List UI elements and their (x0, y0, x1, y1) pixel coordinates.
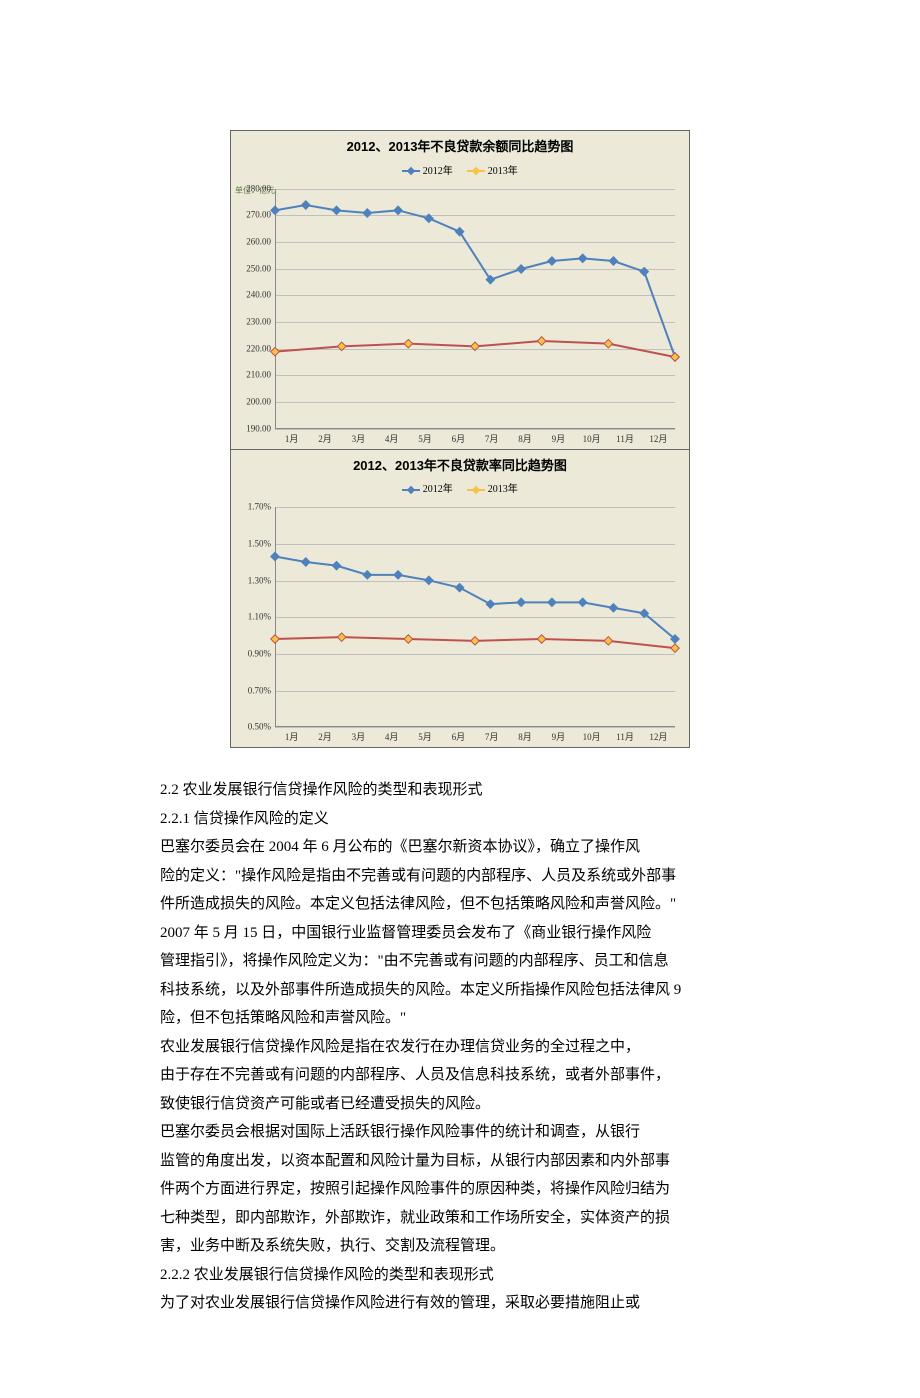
chart2-legend: 2012年 2013年 (231, 480, 689, 503)
legend-label-2013: 2013年 (488, 166, 518, 177)
para: 害，业务中断及系统失败，执行、交割及流程管理。 (160, 1232, 760, 1261)
legend-2013: 2013年 (467, 162, 518, 181)
para: 件所造成损失的风险。本定义包括法律风险，但不包括策略风险和声誉风险。" (160, 890, 760, 919)
x-tick-label: 5月 (418, 727, 432, 746)
x-tick-label: 2月 (318, 727, 332, 746)
heading-2-2-1: 2.2.1 信贷操作风险的定义 (160, 805, 760, 834)
para: 管理指引》，将操作风险定义为："由不完善或有问题的内部程序、员工和信息 (160, 947, 760, 976)
x-tick-label: 8月 (518, 429, 532, 448)
para: 为了对农业发展银行信贷操作风险进行有效的管理，采取必要措施阻止或 (160, 1289, 760, 1318)
x-tick-label: 7月 (485, 727, 499, 746)
legend-marker-2013 (467, 170, 485, 172)
chart-container: 2012、2013年不良贷款余额同比趋势图 2012年 2013年 单位：亿元 … (230, 130, 690, 748)
legend-marker-2012 (402, 170, 420, 172)
x-tick-label: 4月 (385, 727, 399, 746)
chart1-legend: 2012年 2013年 (231, 162, 689, 185)
x-tick-label: 3月 (352, 727, 366, 746)
y-tick-label: 1.50% (248, 535, 275, 552)
x-tick-label: 1月 (285, 429, 299, 448)
para: 监管的角度出发，以资本配置和风险计量为目标，从银行内部因素和内外部事 (160, 1147, 760, 1176)
x-tick-label: 7月 (485, 429, 499, 448)
legend-2012: 2012年 (402, 162, 453, 181)
x-tick-label: 4月 (385, 429, 399, 448)
x-tick-label: 3月 (352, 429, 366, 448)
y-tick-label: 220.00 (246, 340, 275, 357)
y-tick-label: 0.90% (248, 645, 275, 662)
x-tick-label: 10月 (583, 727, 601, 746)
para: 农业发展银行信贷操作风险是指在农发行在办理信贷业务的全过程之中， (160, 1033, 760, 1062)
x-tick-label: 8月 (518, 727, 532, 746)
document-page: 2012、2013年不良贷款余额同比趋势图 2012年 2013年 单位：亿元 … (0, 0, 920, 1398)
legend2-marker-2013 (467, 489, 485, 491)
legend-label-2012: 2012年 (423, 166, 453, 177)
chart2-title: 2012、2013年不良贷款率同比趋势图 (231, 450, 689, 481)
chart-npl-balance: 2012、2013年不良贷款余额同比趋势图 2012年 2013年 单位：亿元 … (231, 131, 689, 449)
y-tick-label: 250.00 (246, 260, 275, 277)
y-tick-label: 230.00 (246, 313, 275, 330)
para: 2007 年 5 月 15 日，中国银行业监督管理委员会发布了《商业银行操作风险 (160, 919, 760, 948)
chart-npl-rate: 2012、2013年不良贷款率同比趋势图 2012年 2013年 0.50%0.… (231, 449, 689, 748)
body-text: 2.2 农业发展银行信贷操作风险的类型和表现形式 2.2.1 信贷操作风险的定义… (160, 776, 760, 1318)
para: 险的定义："操作风险是指由不完善或有问题的内部程序、人员及系统或外部事 (160, 862, 760, 891)
y-tick-label: 1.30% (248, 572, 275, 589)
chart1-title: 2012、2013年不良贷款余额同比趋势图 (231, 131, 689, 162)
para: 七种类型，即内部欺诈，外部欺诈，就业政策和工作场所安全，实体资产的损 (160, 1204, 760, 1233)
para: 巴塞尔委员会在 2004 年 6 月公布的《巴塞尔新资本协议》，确立了操作风 (160, 833, 760, 862)
para: 巴塞尔委员会根据对国际上活跃银行操作风险事件的统计和调查，从银行 (160, 1118, 760, 1147)
y-tick-label: 190.00 (246, 420, 275, 437)
y-tick-label: 270.00 (246, 207, 275, 224)
para: 致使银行信贷资产可能或者已经遭受损失的风险。 (160, 1090, 760, 1119)
x-tick-label: 9月 (552, 429, 566, 448)
legend2-2012: 2012年 (402, 480, 453, 499)
para: 科技系统，以及外部事件所造成损失的风险。本定义所指操作风险包括法律风 9 (160, 976, 760, 1005)
x-tick-label: 11月 (616, 429, 634, 448)
x-tick-label: 9月 (552, 727, 566, 746)
y-tick-label: 280.00 (246, 180, 275, 197)
y-tick-label: 0.50% (248, 719, 275, 736)
para: 险，但不包括策略风险和声誉风险。" (160, 1004, 760, 1033)
x-tick-label: 2月 (318, 429, 332, 448)
para: 件两个方面进行界定，按照引起操作风险事件的原因种类，将操作风险归结为 (160, 1175, 760, 1204)
y-tick-label: 240.00 (246, 287, 275, 304)
x-tick-label: 12月 (649, 429, 667, 448)
y-tick-label: 260.00 (246, 233, 275, 250)
x-tick-label: 5月 (418, 429, 432, 448)
y-tick-label: 200.00 (246, 393, 275, 410)
para: 由于存在不完善或有问题的内部程序、人员及信息科技系统，或者外部事件， (160, 1061, 760, 1090)
heading-2-2-2: 2.2.2 农业发展银行信贷操作风险的类型和表现形式 (160, 1261, 760, 1290)
x-tick-label: 6月 (452, 727, 466, 746)
y-tick-label: 210.00 (246, 367, 275, 384)
legend2-2013: 2013年 (467, 480, 518, 499)
x-tick-label: 10月 (583, 429, 601, 448)
x-tick-label: 1月 (285, 727, 299, 746)
legend2-label-2013: 2013年 (488, 484, 518, 495)
y-tick-label: 0.70% (248, 682, 275, 699)
x-tick-label: 11月 (616, 727, 634, 746)
chart2-plot: 0.50%0.70%0.90%1.10%1.30%1.50%1.70%1月2月3… (275, 507, 675, 727)
y-tick-label: 1.70% (248, 499, 275, 516)
legend2-marker-2012 (402, 489, 420, 491)
x-tick-label: 6月 (452, 429, 466, 448)
legend2-label-2012: 2012年 (423, 484, 453, 495)
x-tick-label: 12月 (649, 727, 667, 746)
heading-2-2: 2.2 农业发展银行信贷操作风险的类型和表现形式 (160, 776, 760, 805)
chart1-plot: 190.00200.00210.00220.00230.00240.00250.… (275, 189, 675, 429)
y-tick-label: 1.10% (248, 609, 275, 626)
